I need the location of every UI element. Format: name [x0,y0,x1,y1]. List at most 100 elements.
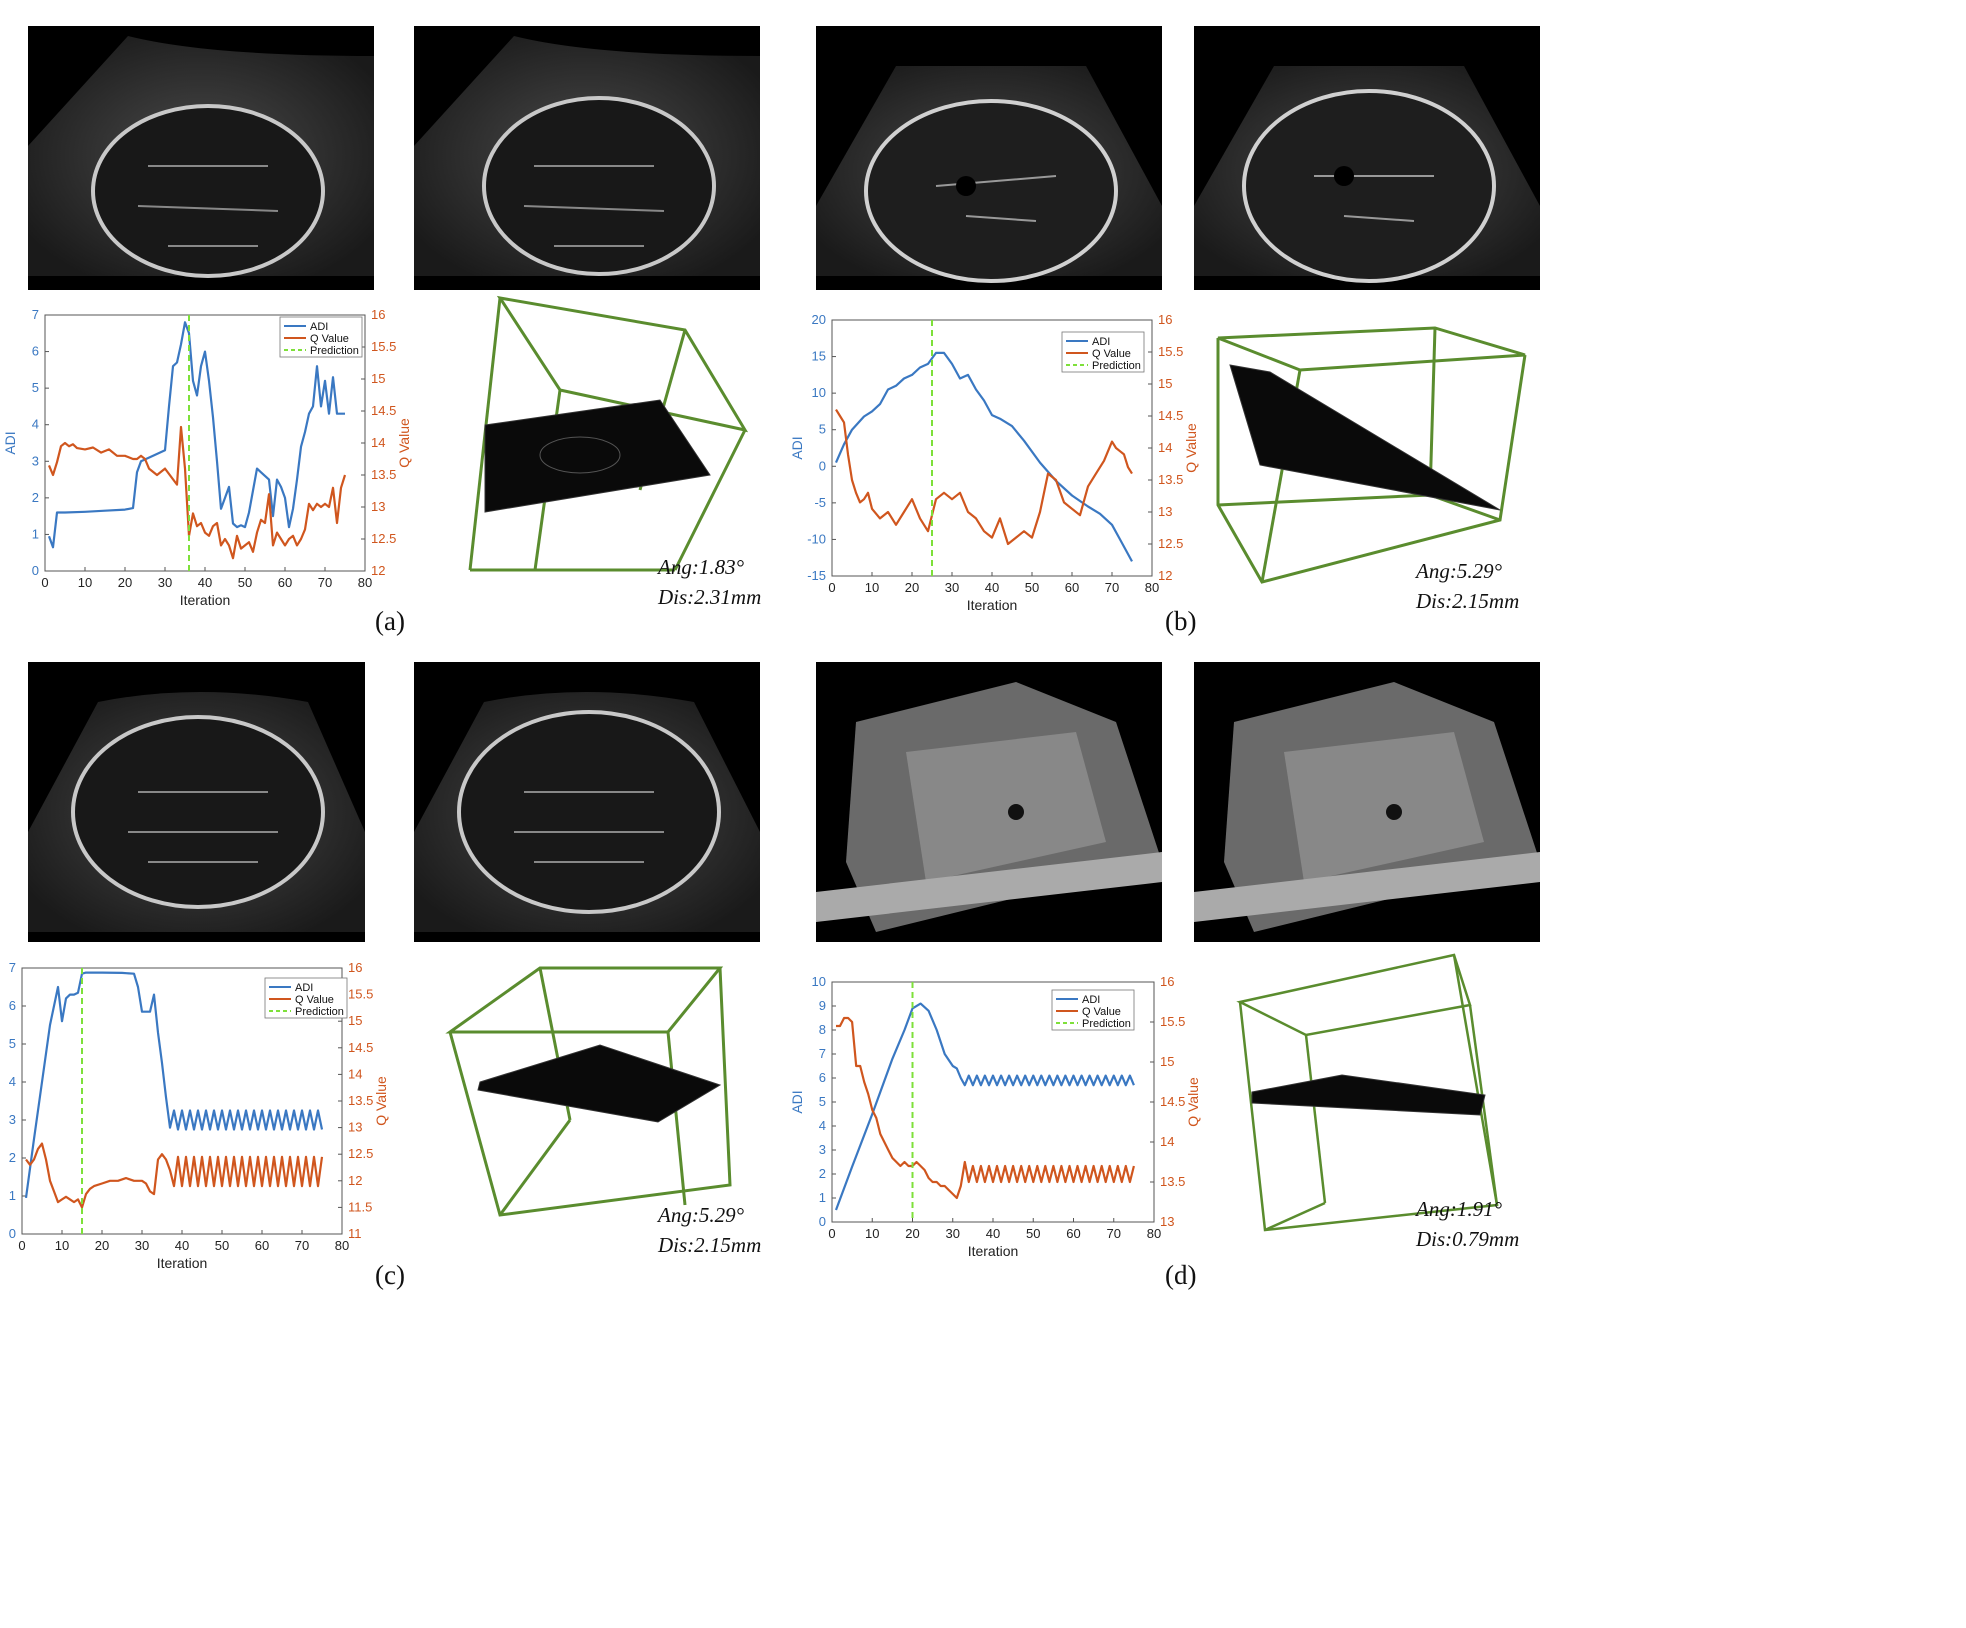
legend-entry: Q Value [1082,1006,1121,1018]
chart-b: 0 10 20 30 40 50 60 70 80 -15 -10 -5 0 5 10 15 20 12 12.5 1… [789,310,1199,613]
panel-label-d: (d) [1165,1260,1197,1290]
y2-tick-label: 15.5 [1160,1014,1185,1029]
x-tick-label: 70 [1107,1226,1121,1241]
adi-series-line [47,321,345,549]
x-tick-label: 50 [1025,580,1039,595]
y-tick-label: 2 [32,490,39,505]
y2-tick-label: 12.5 [1158,536,1183,551]
measurement-d: Ang:1.91° Dis:0.79mm [1416,1194,1519,1254]
y-tick-label: 7 [9,960,16,975]
distance-value: Dis:2.31mm [658,585,762,609]
angle-value: Ang:1.83° [658,555,744,579]
chart-b-svg: 0 10 20 30 40 50 60 70 80 -15 -10 -5 0 5 10 15 20 12 12.5 1… [789,312,1199,613]
x-tick-label: 60 [278,575,292,590]
y2-tick-label: 11.5 [348,1199,372,1214]
legend-entry: ADI [1082,994,1100,1006]
y2-axis-label: Q Value [373,1076,389,1126]
legend-entry: Q Value [310,333,349,345]
panel-label-c: (c) [375,1260,405,1290]
y-tick-label: 2 [819,1166,826,1181]
y-tick-label: 9 [819,998,826,1013]
x-tick-label: 20 [118,575,132,590]
x-tick-label: 70 [318,575,332,590]
y-tick-label: 3 [32,453,39,468]
y-axis-label: ADI [789,436,805,459]
x-tick-label: 60 [255,1238,269,1253]
x-tick-label: 80 [358,575,372,590]
q-value-series-line [47,425,347,560]
ultrasound-image-c2 [414,662,760,942]
y-tick-label: 7 [819,1046,826,1061]
y2-tick-label: 14 [371,435,385,450]
y2-tick-label: 14.5 [1160,1094,1185,1109]
y-axis-label: ADI [789,1090,805,1113]
distance-value: Dis:0.79mm [1416,1227,1520,1251]
x-tick-label: 0 [828,1226,835,1241]
y2-tick-label: 16 [1158,312,1172,327]
y-tick-label: -5 [814,495,826,510]
x-tick-label: 20 [905,1226,919,1241]
panel-label-b: (b) [1165,606,1197,636]
y2-axis-label: Q Value [396,418,412,468]
x-tick-label: 70 [295,1238,309,1253]
ultrasound-image-b2 [1194,26,1540,290]
y-tick-label: -10 [807,531,826,546]
legend-entry: Q Value [1092,348,1131,360]
x-tick-label: 50 [1026,1226,1040,1241]
y-tick-label: 4 [9,1074,16,1089]
x-tick-label: 10 [55,1238,69,1253]
y-tick-label: 15 [812,349,826,364]
x-tick-label: 40 [175,1238,189,1253]
y2-tick-label: 11 [348,1226,362,1241]
ultrasound-image-d2 [1194,662,1540,942]
measurement-a: Ang:1.83° Dis:2.31mm [658,552,761,612]
y2-tick-label: 14 [348,1066,362,1081]
distance-value: Dis:2.15mm [658,1233,762,1257]
chart-a: 0 10 20 30 40 50 60 70 80 0 1 2 3 4 5 6 7 12 12.5 13 13.5 14 1… [0,305,412,608]
x-tick-label: 40 [986,1226,1000,1241]
y-tick-label: 4 [32,417,39,432]
x-tick-label: 50 [238,575,252,590]
y2-tick-label: 13 [348,1120,362,1135]
y2-tick-label: 15.5 [1158,344,1183,359]
x-tick-label: 40 [198,575,212,590]
x-axis-label: Iteration [967,597,1018,613]
y2-tick-label: 12 [371,563,385,578]
y-tick-label: 3 [9,1112,16,1127]
x-tick-label: 30 [946,1226,960,1241]
y-tick-label: 4 [819,1118,826,1133]
y2-tick-label: 16 [348,960,362,975]
y-tick-label: 6 [9,998,16,1013]
legend-entry: Q Value [295,994,334,1006]
legend-entry: Prediction [1092,360,1141,372]
legend-entry: ADI [295,982,313,994]
x-tick-label: 80 [1145,580,1159,595]
y2-tick-label: 12 [348,1173,362,1188]
y-tick-label: 0 [9,1226,16,1241]
y2-tick-label: 12 [1158,568,1172,583]
x-tick-label: 60 [1066,1226,1080,1241]
legend-entry: Prediction [310,345,359,357]
y2-tick-label: 15 [348,1013,362,1028]
x-axis-label: Iteration [180,592,231,608]
x-tick-label: 0 [828,580,835,595]
y-tick-label: 1 [9,1188,16,1203]
x-tick-label: 40 [985,580,999,595]
adi-series-line [834,351,1133,562]
y-tick-label: 5 [9,1036,16,1051]
legend-entry: ADI [1092,336,1110,348]
chart-a-svg: 0 10 20 30 40 50 60 70 80012345671212.51313.5141… [2,307,412,608]
y-tick-label: 5 [819,422,826,437]
y-tick-label: 8 [819,1022,826,1037]
y2-tick-label: 15 [1160,1054,1174,1069]
y2-tick-label: 15 [371,371,385,386]
x-tick-label: 30 [135,1238,149,1253]
y2-axis-label: Q Value [1185,1077,1201,1127]
chart-c: 0 10 20 30 40 50 60 70 80 0 1 2 3 4 5 6 7 11 11.5 12 12.5 13 1… [0,958,400,1271]
x-tick-label: 0 [41,575,48,590]
y2-tick-label: 13.5 [1160,1174,1185,1189]
y2-tick-label: 12.5 [371,531,396,546]
